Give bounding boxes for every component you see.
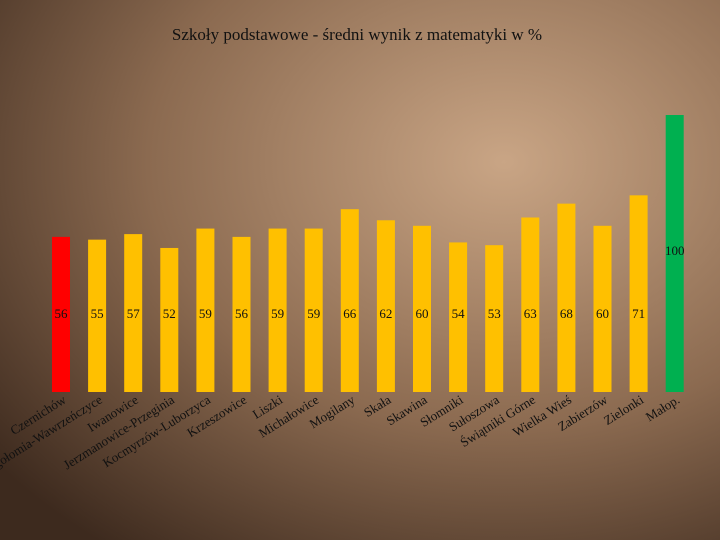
bar bbox=[629, 195, 648, 392]
bar bbox=[232, 236, 251, 392]
value-label: 59 bbox=[307, 306, 320, 321]
value-label: 55 bbox=[91, 306, 104, 321]
value-label: 68 bbox=[560, 306, 573, 321]
value-label: 52 bbox=[163, 306, 176, 321]
bar bbox=[521, 217, 540, 392]
bar bbox=[557, 203, 576, 392]
value-label: 62 bbox=[379, 306, 392, 321]
bar bbox=[340, 209, 359, 392]
value-label: 60 bbox=[416, 306, 429, 321]
value-label: 53 bbox=[488, 306, 501, 321]
value-label: 54 bbox=[452, 306, 466, 321]
value-label: 66 bbox=[343, 306, 357, 321]
bar bbox=[88, 239, 107, 392]
value-label: 60 bbox=[596, 306, 609, 321]
bar bbox=[449, 242, 468, 392]
bar bbox=[268, 228, 287, 392]
bar bbox=[196, 228, 215, 392]
bar bbox=[52, 236, 70, 392]
bar bbox=[413, 225, 431, 392]
chart-title: Szkoły podstawowe - średni wynik z matem… bbox=[172, 25, 542, 44]
value-label: 56 bbox=[55, 306, 69, 321]
bar bbox=[485, 245, 504, 392]
value-label: 59 bbox=[199, 306, 212, 321]
value-label: 71 bbox=[632, 306, 645, 321]
bar bbox=[304, 228, 323, 392]
value-label: 63 bbox=[524, 306, 537, 321]
bar bbox=[160, 247, 179, 392]
value-label: 59 bbox=[271, 306, 284, 321]
bar bbox=[124, 234, 143, 392]
value-label: 100 bbox=[665, 243, 685, 258]
bar bbox=[593, 225, 612, 392]
bar bbox=[665, 115, 684, 392]
value-label: 56 bbox=[235, 306, 249, 321]
value-label: 57 bbox=[127, 306, 141, 321]
bar bbox=[376, 220, 395, 392]
